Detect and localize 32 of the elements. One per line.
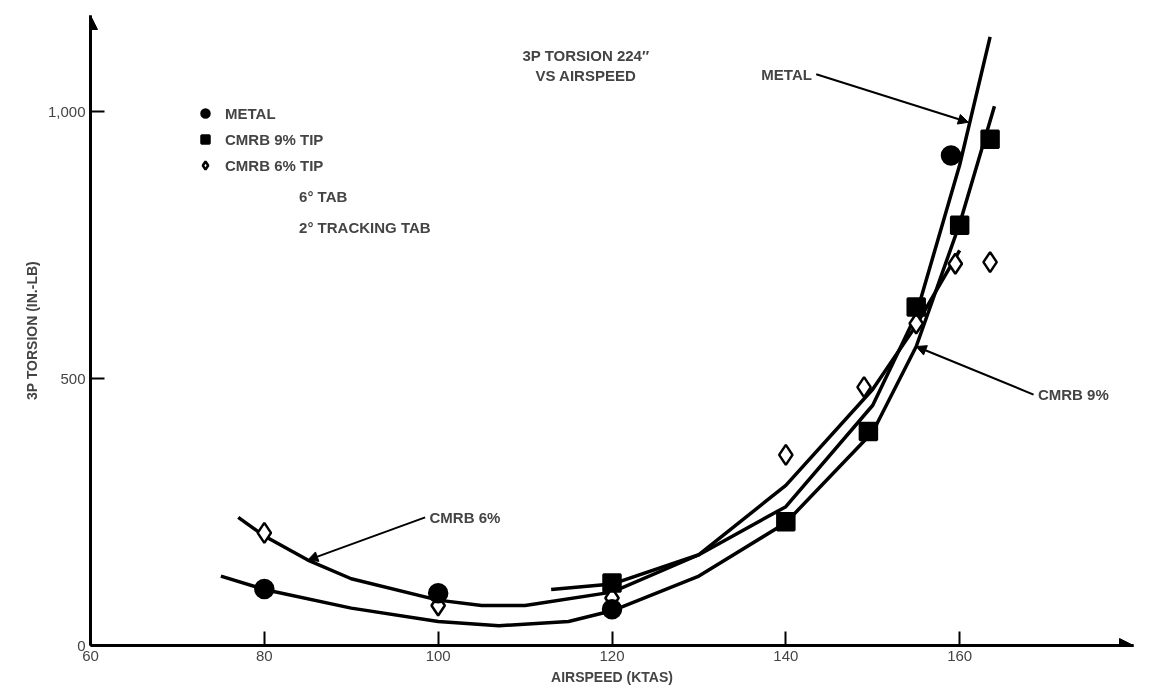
point [947,252,964,276]
y-axis-title: 3P TORSION (IN.-LB) [23,261,40,400]
annotation: CMRB 9% [1037,386,1109,404]
point [858,421,879,442]
x-tick-label: 120 [599,646,625,664]
point [602,573,622,593]
legend-label: CMRB 9% TIP [225,130,324,148]
x-tick-label: 140 [773,646,799,664]
point [256,521,273,545]
line-series [219,104,997,628]
y-tick-label: 1,000 [47,102,86,120]
point [980,129,1000,150]
point [427,582,449,604]
x-tick-label: 160 [947,646,973,664]
point [940,145,962,166]
x-axis-title: AIRSPEED (KTAS) [551,668,673,685]
legend-label: METAL [225,104,276,122]
point [601,598,623,620]
point [777,443,794,467]
legend-label: CMRB 6% TIP [225,156,324,174]
point [906,297,926,317]
text: 3P TORSION 224″ VS AIRSPEED [522,47,650,85]
point [776,511,796,532]
x-tick-label: 100 [425,646,451,664]
annotation: 6° TAB [299,187,348,205]
point [949,215,970,236]
annotation: CMRB 6% [429,508,501,526]
y-tick-label: 500 [60,369,86,387]
x-tick-label: 80 [255,646,273,664]
annotation: 2° TRACKING TAB [299,219,431,236]
annotation: METAL [761,65,812,83]
point [254,578,275,600]
